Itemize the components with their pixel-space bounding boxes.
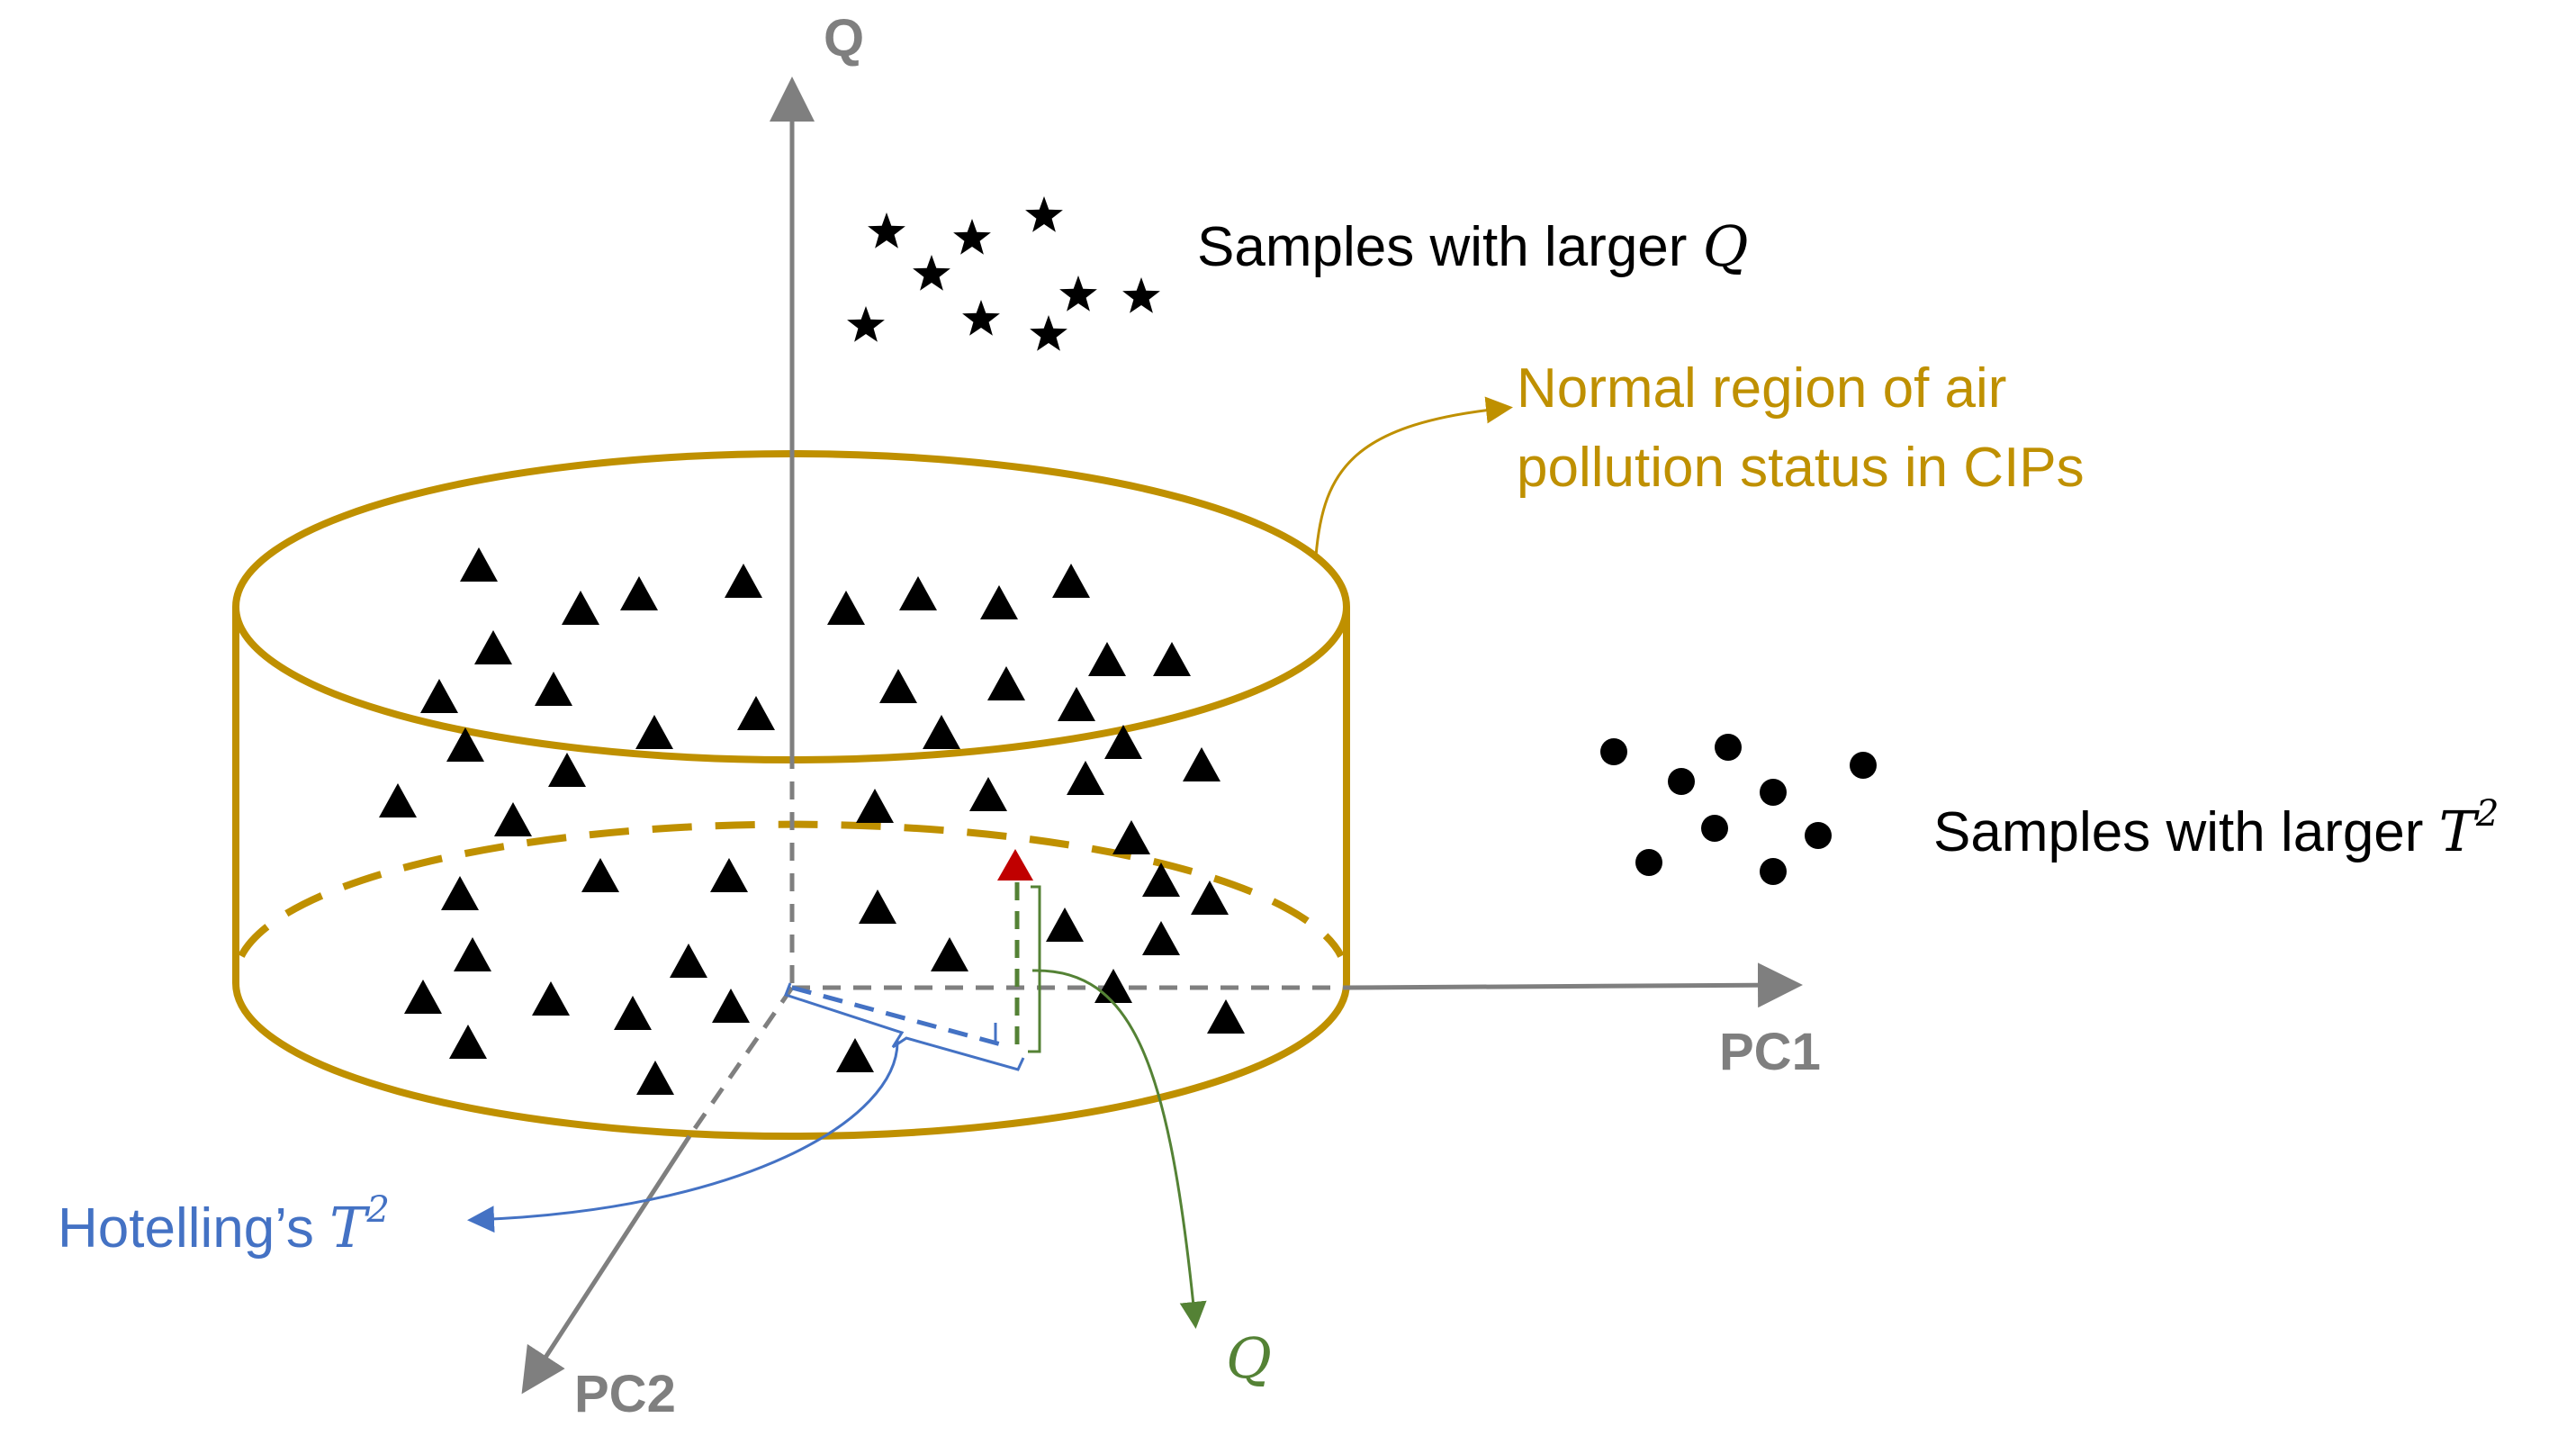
triangle-sample	[420, 679, 458, 713]
triangle-sample	[969, 777, 1007, 811]
triangle-sample	[449, 1025, 487, 1059]
triangle-sample	[987, 666, 1025, 700]
circle-sample	[1850, 752, 1877, 779]
triangle-sample	[379, 783, 417, 817]
t2-projection-line	[791, 985, 1002, 1047]
hotelling-superscript: 2	[366, 1189, 390, 1231]
triangle-sample	[710, 858, 748, 892]
triangle-sample	[1142, 921, 1180, 955]
hotelling-callout-arrow	[467, 1039, 899, 1233]
circle-sample	[1701, 815, 1728, 842]
axes	[521, 77, 1803, 1395]
triangle-sample	[548, 753, 586, 787]
normal-region-annotation-line1: Normal region of air	[1517, 357, 2006, 420]
triangle-sample	[532, 981, 570, 1016]
triangle-sample	[1058, 687, 1095, 721]
star-sample	[913, 255, 950, 291]
triangle-sample	[725, 564, 762, 598]
triangle-sample	[581, 858, 619, 892]
hotelling-symbol: T	[329, 1195, 371, 1260]
circle-sample	[1805, 822, 1832, 849]
star-sample	[1030, 315, 1067, 351]
triangle-sample	[1207, 999, 1245, 1034]
triangle-sample	[460, 547, 498, 582]
triangle-sample	[931, 937, 968, 971]
star-sample	[962, 300, 1000, 336]
triangle-sample	[899, 576, 937, 610]
triangle-sample	[1052, 564, 1090, 598]
star-sample	[1059, 275, 1097, 312]
triangle-sample	[1142, 863, 1180, 897]
triangle-sample	[859, 890, 896, 924]
triangle-sample	[827, 591, 865, 625]
triangle-sample	[1183, 747, 1220, 781]
star-sample	[953, 219, 991, 255]
t2-brace	[784, 982, 1025, 1071]
larger-t2-text: Samples with larger	[1933, 801, 2439, 863]
star-sample	[1025, 196, 1063, 232]
larger-q-symbol: Q	[1703, 213, 1749, 279]
triangle-sample	[614, 996, 652, 1030]
triangle-sample	[635, 715, 673, 749]
samples-larger-t2	[1600, 734, 1877, 885]
normal-region-callout-arrow	[1314, 396, 1513, 557]
larger-t2-annotation: Samples with larger T2	[1933, 793, 2499, 864]
pc2-axis-label: PC2	[574, 1365, 676, 1423]
star-sample	[1122, 277, 1160, 313]
circle-sample	[1668, 768, 1695, 795]
triangle-sample	[454, 937, 491, 971]
triangle-sample	[446, 727, 484, 762]
q-callout-arrow	[1031, 969, 1207, 1329]
hotelling-text: Hotelling’s	[58, 1197, 329, 1260]
triangle-sample	[836, 1038, 874, 1072]
larger-q-annotation: Samples with larger Q	[1197, 213, 1749, 279]
larger-q-text: Samples with larger	[1197, 216, 1703, 278]
highlighted-sample	[997, 849, 1033, 881]
triangle-sample	[712, 989, 750, 1023]
pc1-axis-label: PC1	[1719, 1023, 1821, 1081]
triangle-sample	[636, 1061, 674, 1095]
triangle-sample	[562, 591, 599, 625]
triangle-sample	[1067, 761, 1104, 795]
circle-sample	[1600, 738, 1627, 765]
triangle-sample	[879, 669, 917, 703]
triangle-sample	[1088, 642, 1126, 676]
normal-region-annotation-line2: pollution status in CIPs	[1517, 437, 2085, 499]
t2-q-decomposition	[784, 849, 1041, 1071]
cylinder-bottom-front-edge	[232, 982, 1350, 1140]
circle-sample	[1760, 858, 1787, 885]
q-distance-annotation: Q	[1226, 1325, 1272, 1391]
circle-sample	[1760, 779, 1787, 806]
triangle-sample	[441, 876, 479, 910]
pc1-axis-visible	[1346, 962, 1803, 1008]
triangle-sample	[1153, 642, 1191, 676]
triangle-sample	[1112, 820, 1150, 854]
triangle-sample	[980, 585, 1018, 619]
triangle-sample	[1104, 725, 1142, 759]
pc2-axis-visible	[521, 1134, 692, 1395]
circle-sample	[1715, 734, 1742, 761]
triangle-sample	[1191, 881, 1229, 915]
larger-t2-symbol: T	[2439, 799, 2481, 864]
triangle-sample	[737, 696, 775, 730]
samples-larger-q	[847, 196, 1160, 351]
q-axis-label: Q	[824, 9, 864, 68]
circle-sample	[1635, 849, 1662, 876]
triangle-sample	[923, 715, 960, 749]
triangle-sample	[535, 672, 572, 706]
normal-samples	[379, 547, 1245, 1095]
triangle-sample	[620, 576, 658, 610]
larger-t2-superscript: 2	[2475, 793, 2499, 835]
triangle-sample	[494, 802, 532, 836]
hotelling-annotation: Hotelling’s T2	[58, 1189, 390, 1260]
triangle-sample	[856, 789, 894, 823]
star-sample	[847, 306, 885, 342]
triangle-sample	[670, 944, 707, 978]
triangle-sample	[404, 980, 442, 1014]
star-sample	[868, 212, 905, 248]
triangle-sample	[474, 630, 512, 664]
triangle-sample	[1046, 908, 1084, 942]
